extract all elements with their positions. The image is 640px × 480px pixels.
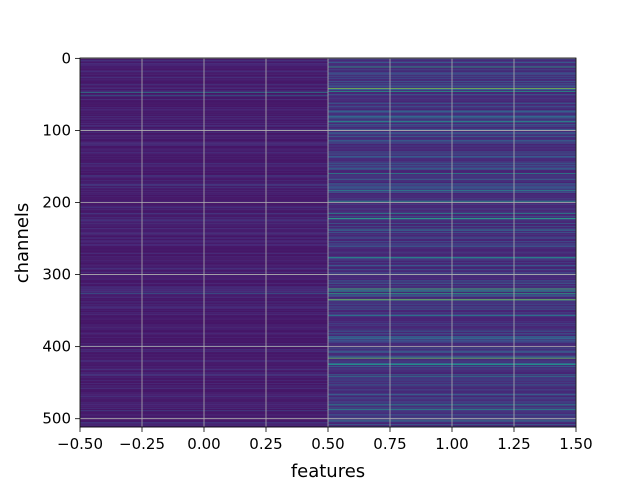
x-tick-label: 1.00 bbox=[435, 435, 468, 453]
x-tick-label: 1.25 bbox=[497, 435, 530, 453]
y-tick-label: 300 bbox=[42, 266, 71, 284]
y-tick-label: 100 bbox=[42, 121, 71, 139]
x-tick-label: 0.75 bbox=[373, 435, 406, 453]
x-tick-label: −0.25 bbox=[119, 435, 165, 453]
x-axis-ticks: −0.50 −0.25 0.00 0.25 0.50 0.75 1.00 1.25 1.50 bbox=[57, 427, 593, 453]
x-tick-label: 0.50 bbox=[311, 435, 344, 453]
y-tick-label: 200 bbox=[42, 194, 71, 212]
y-tick-label: 500 bbox=[42, 410, 71, 428]
x-tick-label: −0.50 bbox=[57, 435, 103, 453]
y-tick-label: 400 bbox=[42, 338, 71, 356]
x-tick-label: 0.25 bbox=[249, 435, 282, 453]
y-axis-label: channels bbox=[12, 203, 33, 284]
x-tick-label: 0.00 bbox=[187, 435, 220, 453]
y-axis-ticks: 0 100 200 300 400 500 bbox=[42, 49, 80, 428]
x-tick-label: 1.50 bbox=[559, 435, 592, 453]
x-axis-label: features bbox=[291, 461, 365, 480]
y-tick-label: 0 bbox=[61, 49, 71, 67]
